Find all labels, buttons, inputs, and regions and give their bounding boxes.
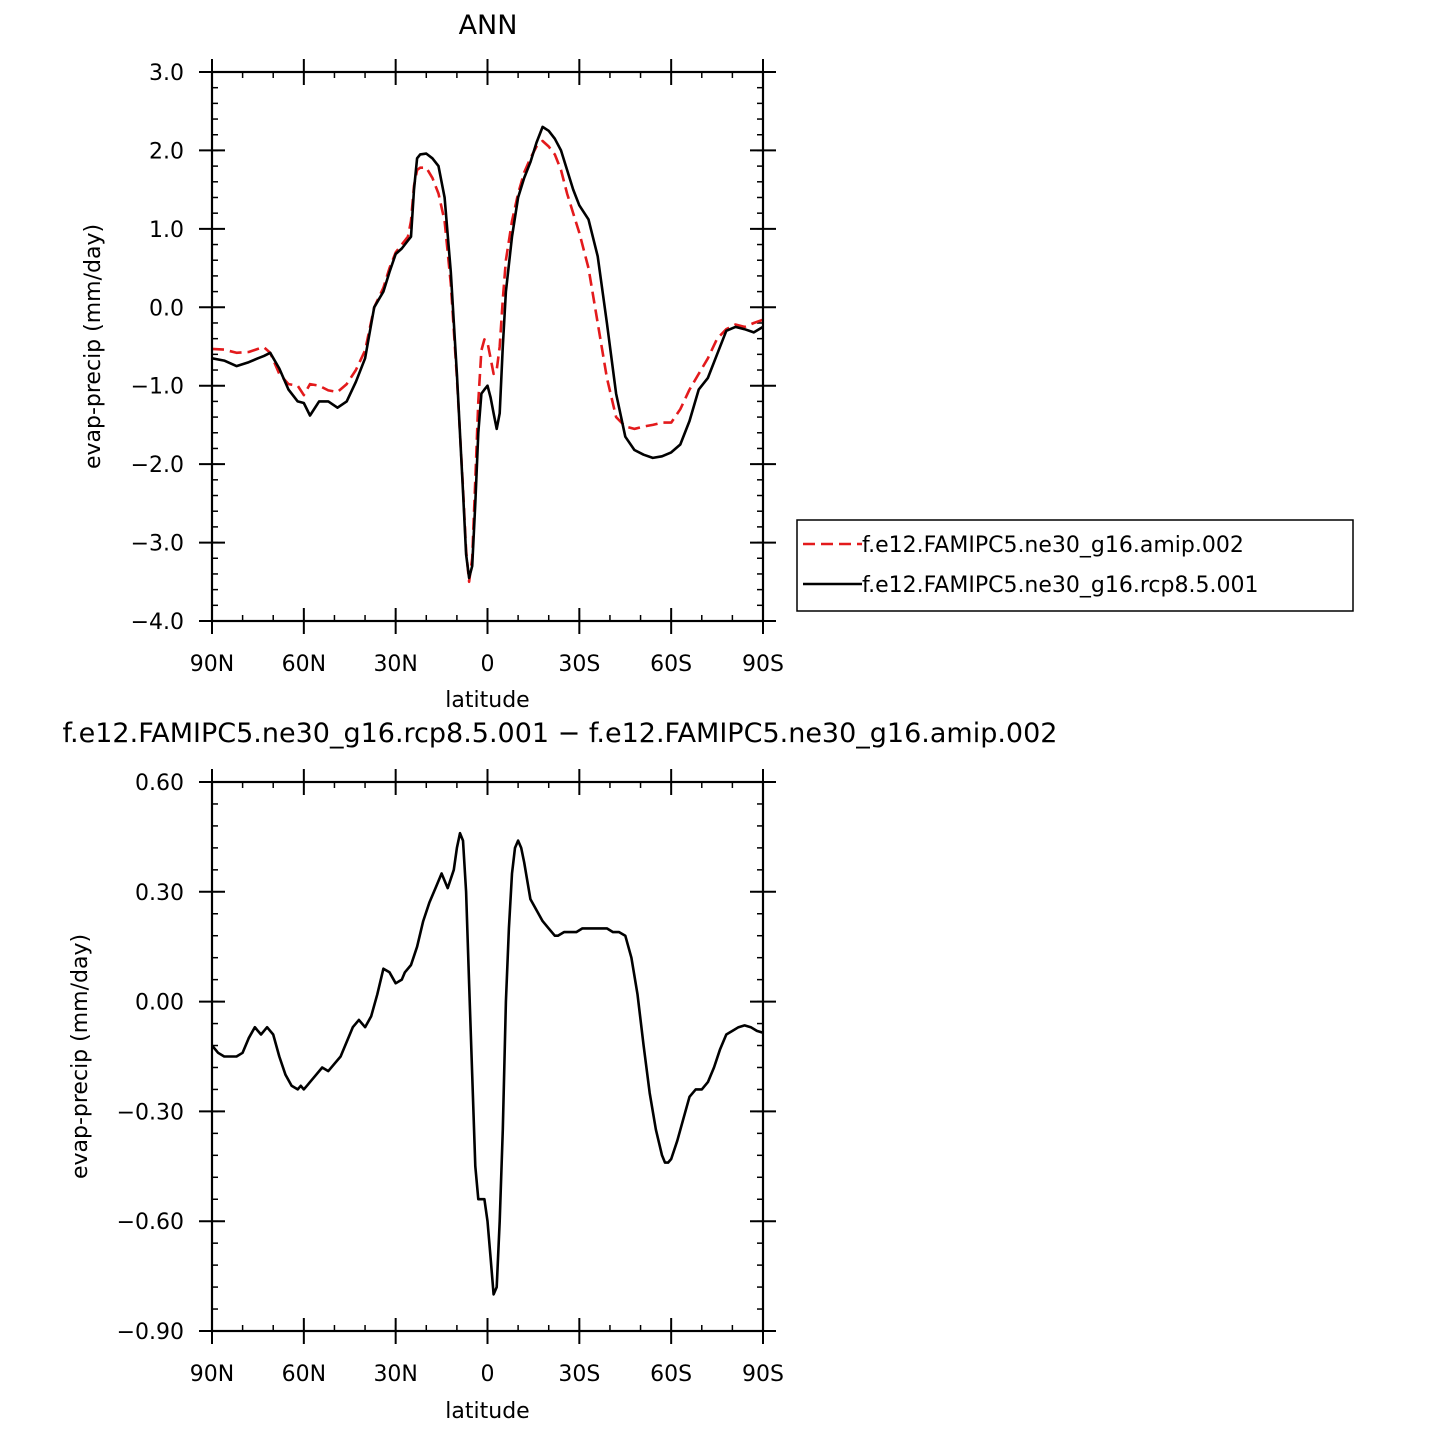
- x-tick-label: 0: [481, 1362, 495, 1387]
- y-tick-label: 0.00: [135, 991, 184, 1016]
- y-tick-label: 3.0: [149, 61, 184, 86]
- y-tick-label: 1.0: [149, 218, 184, 243]
- legend-entry: f.e12.FAMIPC5.ne30_g16.amip.002: [862, 533, 1244, 558]
- y-tick-label: −1.0: [131, 375, 184, 400]
- difference-line: [212, 831, 763, 1296]
- x-tick-label: 30N: [373, 1362, 417, 1387]
- y-tick-label: −3.0: [131, 532, 184, 557]
- y-axis-title: evap-precip (mm/day): [68, 934, 93, 1179]
- chart-title: ANN: [459, 10, 518, 41]
- x-tick-label: 90N: [190, 652, 234, 677]
- x-axis-title: latitude: [445, 1399, 529, 1424]
- x-tick-label: 60S: [650, 1362, 692, 1387]
- y-axis-title: evap-precip (mm/day): [81, 224, 106, 469]
- difference-panel: f.e12.FAMIPC5.ne30_g16.rcp8.5.001 − f.e1…: [63, 718, 1058, 1424]
- chart-title: f.e12.FAMIPC5.ne30_g16.rcp8.5.001 − f.e1…: [63, 718, 1058, 749]
- y-tick-label: 0.0: [149, 296, 184, 321]
- x-axis-title: latitude: [445, 688, 529, 713]
- y-tick-label: −0.60: [117, 1210, 184, 1235]
- plot-frame: [210, 70, 765, 623]
- series-line-amip: [212, 139, 763, 584]
- x-tick-label: 60N: [282, 652, 326, 677]
- y-tick-label: −0.30: [117, 1100, 184, 1125]
- legend: f.e12.FAMIPC5.ne30_g16.amip.002 f.e12.FAM…: [796, 519, 1354, 612]
- x-tick-label: 30N: [373, 652, 417, 677]
- legend-entry: f.e12.FAMIPC5.ne30_g16.rcp8.5.001: [862, 573, 1258, 598]
- x-tick-label: 60N: [282, 1362, 326, 1387]
- series-line-rcp: [212, 125, 763, 580]
- y-tick-label: 0.60: [135, 771, 184, 796]
- y-tick-label: 0.30: [135, 881, 184, 906]
- x-tick-label: 30S: [558, 1362, 600, 1387]
- y-tick-label: 2.0: [149, 139, 184, 164]
- x-tick-label: 0: [481, 652, 495, 677]
- x-tick-label: 60S: [650, 652, 692, 677]
- y-tick-label: −0.90: [117, 1320, 184, 1345]
- y-tick-label: −2.0: [131, 453, 184, 478]
- x-tick-label: 90N: [190, 1362, 234, 1387]
- x-tick-label: 90S: [742, 1362, 784, 1387]
- x-tick-label: 90S: [742, 652, 784, 677]
- legend-box: [796, 519, 1354, 612]
- plot-frame: [210, 780, 765, 1333]
- y-tick-label: −4.0: [131, 610, 184, 635]
- x-tick-label: 30S: [558, 652, 600, 677]
